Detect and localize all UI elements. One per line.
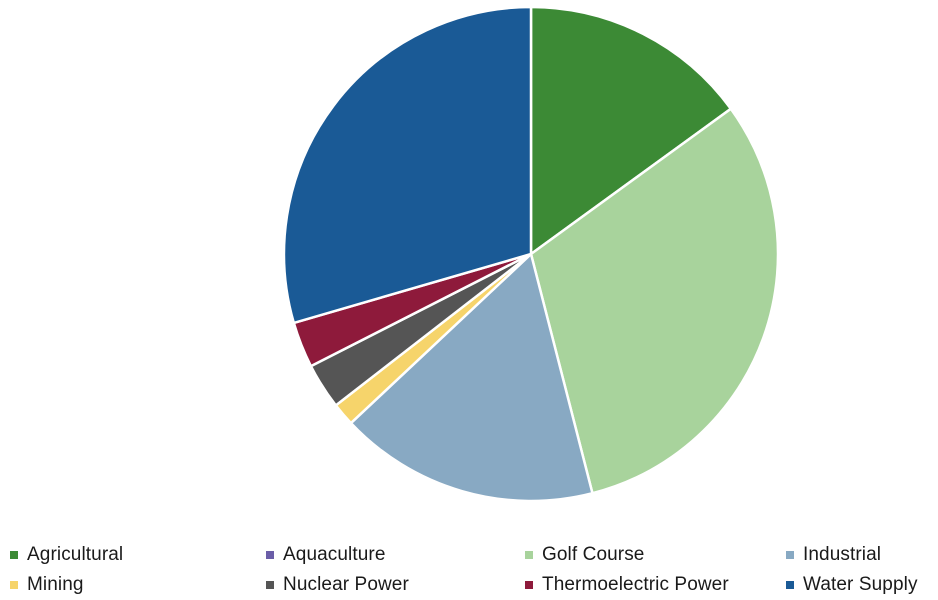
pie-slice-golf-course (529, 107, 780, 495)
legend-label-golf-course: Golf Course (542, 544, 645, 565)
legend-label-nuclear-power: Nuclear Power (283, 574, 409, 595)
legend-label-mining: Mining (27, 574, 84, 595)
legend-item-industrial: Industrial (786, 541, 881, 569)
legend-label-agricultural: Agricultural (27, 544, 124, 565)
legend-label-industrial: Industrial (803, 544, 882, 565)
legend-label-water-supply: Water Supply (803, 574, 918, 595)
legend-swatch-water-supply (786, 581, 794, 589)
legend-label-aquaculture: Aquaculture (283, 544, 386, 565)
legend-item-agricultural: Agricultural (10, 541, 123, 569)
legend-swatch-mining (10, 581, 18, 589)
pie-slice-industrial (349, 252, 594, 503)
legend-label-thermoelectric-power: Thermoelectric Power (542, 574, 729, 595)
legend-swatch-industrial (786, 551, 794, 559)
legend-item-golf-course: Golf Course (525, 541, 644, 569)
legend-item-water-supply: Water Supply (786, 571, 918, 599)
legend-swatch-golf-course (525, 551, 533, 559)
pie-chart (282, 5, 780, 503)
pie-slice-water-supply (282, 5, 533, 325)
legend-item-thermoelectric-power: Thermoelectric Power (525, 571, 729, 599)
legend-swatch-aquaculture (266, 551, 274, 559)
legend-item-nuclear-power: Nuclear Power (266, 571, 409, 599)
legend-item-mining: Mining (10, 571, 84, 599)
legend: Agricultural Aquaculture Golf Course Ind… (0, 536, 938, 600)
legend-swatch-agricultural (10, 551, 18, 559)
pie-slice-agricultural (529, 5, 733, 256)
legend-swatch-thermoelectric-power (525, 581, 533, 589)
legend-swatch-nuclear-power (266, 581, 274, 589)
legend-item-aquaculture: Aquaculture (266, 541, 386, 569)
